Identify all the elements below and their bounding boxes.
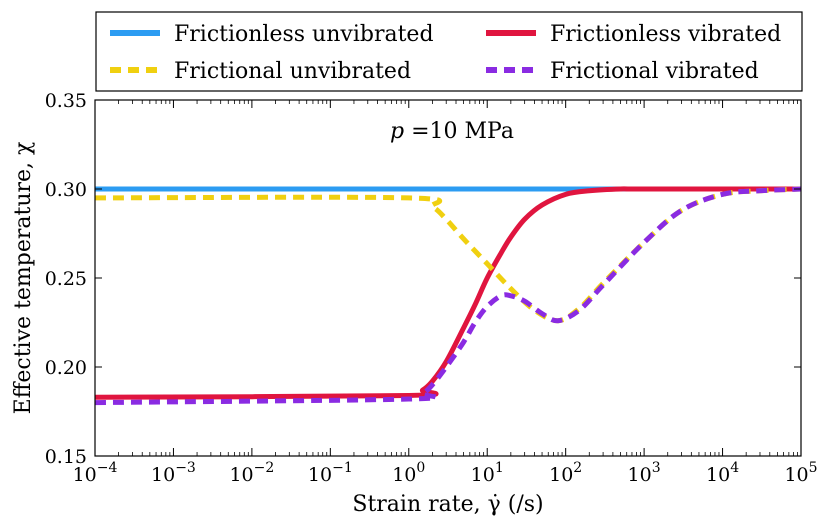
series-line-frictional-unvibrated xyxy=(95,186,801,324)
annotation-var: p xyxy=(390,119,404,144)
x-axis-label: Strain rate, γ̇ (/s) xyxy=(352,492,543,517)
x-tick-label: 103 xyxy=(628,460,661,486)
y-tick-label: 0.15 xyxy=(45,446,87,468)
y-tick-label: 0.20 xyxy=(45,357,87,379)
y-tick-label: 0.35 xyxy=(45,90,87,112)
plot-area-frame xyxy=(94,99,802,457)
legend: Frictionless unvibrated Frictionless vibr… xyxy=(95,11,803,92)
pressure-annotation: p =10 MPa xyxy=(390,119,514,144)
x-tick-label: 10−2 xyxy=(229,460,274,486)
axis-layer: 0.15 0.20 0.25 0.30 0.35 10−4 10−3 10−2 10−1 100 1… xyxy=(45,90,818,486)
legend-label-frictional-vibrated: Frictional vibrated xyxy=(550,59,759,84)
x-tick-label: 105 xyxy=(784,460,817,486)
x-tick-label: 10−1 xyxy=(308,460,353,486)
annotation-value: =10 MPa xyxy=(404,119,514,144)
legend-label-frictional-unvibrated: Frictional unvibrated xyxy=(174,59,411,84)
legend-label-frictionless-unvibrated: Frictionless unvibrated xyxy=(174,22,434,47)
y-axis-label: Effective temperature, χ xyxy=(11,142,36,415)
x-tick-label: 10−4 xyxy=(73,460,118,486)
x-tick-label: 102 xyxy=(549,460,582,486)
y-tick-label: 0.25 xyxy=(45,268,87,290)
series-line-frictionless-vibrated xyxy=(95,186,801,400)
y-tick-label: 0.30 xyxy=(45,179,87,201)
x-tick-label: 104 xyxy=(706,460,739,486)
x-tick-label: 10−3 xyxy=(151,460,196,486)
series-line-frictional-vibrated xyxy=(95,186,801,406)
series-layer xyxy=(95,186,801,406)
legend-frame xyxy=(95,11,803,92)
x-tick-label: 100 xyxy=(392,460,425,486)
x-tick-label: 101 xyxy=(471,460,504,486)
legend-label-frictionless-vibrated: Frictionless vibrated xyxy=(550,22,781,47)
